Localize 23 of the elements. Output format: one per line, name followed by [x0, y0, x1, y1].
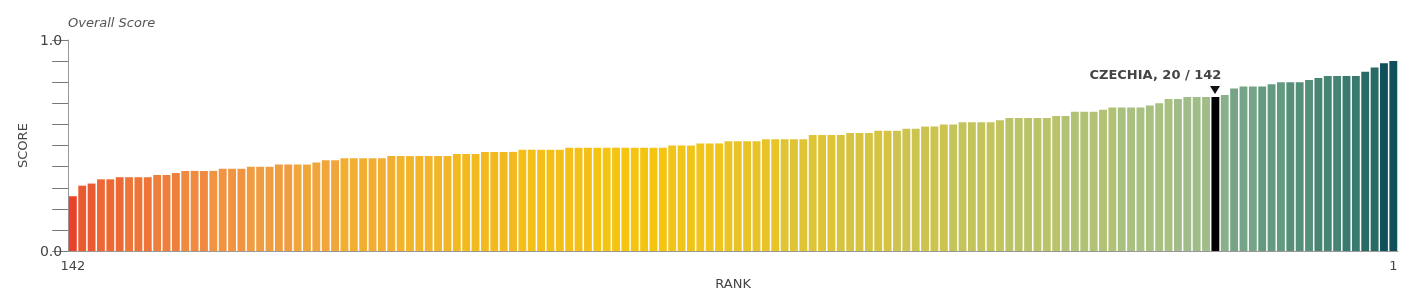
y-axis-title: SCORE	[15, 123, 30, 168]
bar	[1370, 67, 1379, 252]
chart-title: Overall Score	[68, 15, 156, 30]
bar	[1220, 94, 1229, 252]
x-axis-title: RANK	[715, 276, 752, 291]
bar	[78, 185, 87, 252]
bar	[1361, 71, 1370, 252]
bar	[724, 141, 733, 252]
annotation: CZECHIA, 20 / 142	[1089, 67, 1222, 82]
bar	[68, 196, 77, 252]
bar	[1248, 86, 1257, 252]
y-tick-label: 1.0	[39, 32, 63, 48]
bar	[1351, 75, 1360, 252]
x-tick-label: 142	[60, 258, 86, 274]
bar	[1314, 78, 1323, 252]
x-tick-label: 1	[1389, 258, 1398, 274]
bar	[1230, 88, 1239, 252]
bar	[1258, 86, 1267, 252]
bar	[1286, 82, 1295, 252]
bar	[883, 130, 892, 252]
bar	[87, 183, 96, 252]
y-tick-label: 0.0	[39, 243, 63, 260]
bar	[1211, 97, 1220, 252]
